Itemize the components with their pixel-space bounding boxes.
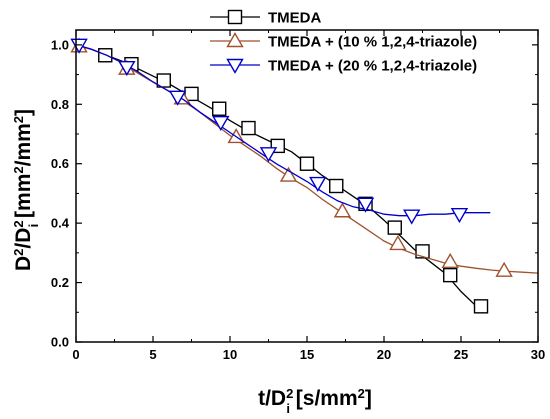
- x-tick-label: 15: [300, 347, 314, 362]
- data-point-tmeda: [156, 73, 171, 88]
- y-tick-label: 0.0: [51, 335, 69, 350]
- data-point-tmeda-10-triazole: [389, 235, 407, 251]
- data-point-tmeda-20-triazole: [403, 209, 421, 225]
- data-point-tmeda-10-triazole: [441, 252, 459, 268]
- x-axis-title: t/D2 i [s/mm2]: [258, 386, 372, 416]
- x-tick-label: 10: [223, 347, 237, 362]
- legend-entry-tmeda-20-triazole: TMEDA + (20 % 1,2,4-triazole): [210, 58, 477, 75]
- x-tick-label: 30: [531, 347, 545, 362]
- data-point-tmeda-20-triazole: [309, 176, 327, 192]
- legend-entry-tmeda-10-triazole: TMEDA + (10 % 1,2,4-triazole): [210, 32, 477, 51]
- data-point-tmeda-10-triazole: [495, 261, 513, 277]
- legend-label: TMEDA: [268, 10, 321, 27]
- data-point-tmeda: [241, 120, 256, 136]
- data-point-tmeda-10-triazole: [279, 166, 298, 182]
- x-tick-label: 25: [454, 347, 468, 362]
- data-point-tmeda-10-triazole: [333, 202, 352, 218]
- data-point-tmeda: [212, 101, 227, 116]
- data-point-tmeda: [443, 267, 458, 283]
- legend-label: TMEDA + (10 % 1,2,4-triazole): [268, 34, 477, 51]
- data-point-tmeda-20-triazole: [356, 197, 375, 213]
- series-line-tmeda: [75, 44, 486, 313]
- y-tick-label: 0.8: [51, 97, 69, 112]
- data-point-tmeda-20-triazole: [118, 60, 136, 77]
- legend-label: TMEDA + (20 % 1,2,4-triazole): [268, 58, 477, 75]
- data-point-tmeda-20-triazole: [259, 147, 278, 163]
- legend-entry-tmeda: TMEDA: [210, 10, 321, 27]
- legend-marker: [226, 58, 244, 74]
- x-tick-label: 0: [72, 347, 79, 362]
- data-point-tmeda: [184, 86, 199, 102]
- y-tick-label: 0.2: [51, 275, 69, 290]
- data-point-tmeda-20-triazole: [212, 115, 230, 132]
- data-point-tmeda-20-triazole: [168, 90, 187, 106]
- y-tick-label: 0.6: [51, 156, 69, 171]
- series-layer: [70, 37, 539, 314]
- data-point-tmeda: [299, 156, 315, 171]
- series-line-tmeda-20-triazole: [75, 44, 491, 217]
- legend: TMEDA TMEDA + (10 % 1,2,4-triazole) TMEDA …: [210, 10, 477, 75]
- data-point-tmeda: [329, 178, 344, 194]
- series-tmeda-20-triazole: [70, 38, 491, 225]
- y-tick-label: 0.4: [51, 216, 70, 231]
- x-tick-label: 5: [149, 347, 156, 362]
- axes: 0 5 10 15 20 25 30 0.0 0.2 0.4 0.6 0.8 1.0: [51, 29, 545, 362]
- y-tick-label: 1.0: [51, 37, 69, 52]
- data-point-tmeda: [415, 244, 430, 259]
- data-point-tmeda-20-triazole: [450, 208, 469, 224]
- data-point-tmeda: [387, 220, 402, 235]
- legend-marker: [227, 9, 243, 25]
- legend-marker: [226, 32, 244, 48]
- data-point-tmeda: [473, 299, 489, 314]
- y-axis-title: D2/D2i [mm2/mm2]: [11, 109, 41, 271]
- x-tick-label: 20: [377, 347, 391, 362]
